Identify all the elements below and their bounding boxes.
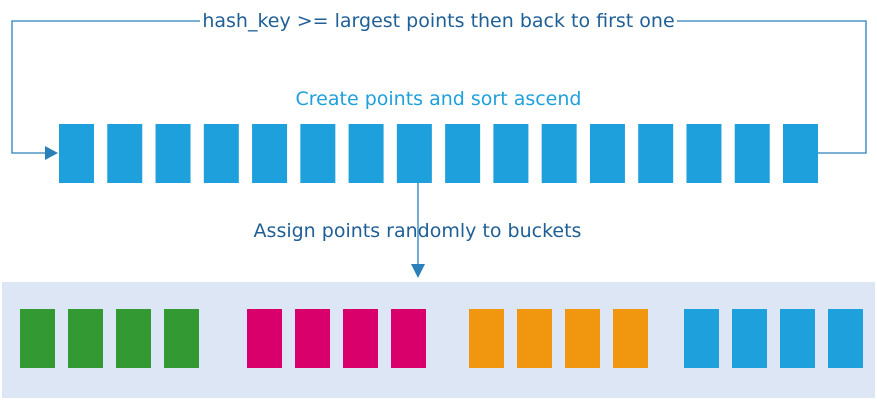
point-block	[686, 124, 722, 183]
point-block	[734, 124, 770, 183]
point-block	[396, 124, 432, 183]
point-block	[203, 124, 239, 183]
bucket-4-point	[684, 309, 719, 368]
wrap-back-arrowhead	[45, 146, 58, 160]
bucket-2-point	[391, 309, 426, 368]
point-block	[638, 124, 674, 183]
point-block	[107, 124, 143, 183]
point-block	[59, 124, 94, 183]
bucket-2-point	[247, 309, 282, 368]
bucket-3-point	[613, 309, 648, 368]
point-block	[155, 124, 191, 183]
point-block	[445, 124, 481, 183]
bucket-4-point	[828, 309, 863, 368]
bucket-2-point	[295, 309, 330, 368]
bucket-1-point	[68, 309, 103, 368]
bucket-1-point	[164, 309, 199, 368]
bucket-2-point	[343, 309, 378, 368]
bucket-4-point	[780, 309, 815, 368]
point-block	[493, 124, 529, 183]
bucket-3-point	[469, 309, 504, 368]
bucket-3-point	[517, 309, 552, 368]
wrap-back-label: hash_key >= largest points then back to …	[0, 10, 877, 32]
bucket-3-point	[565, 309, 600, 368]
point-block	[589, 124, 625, 183]
bucket-1-point	[116, 309, 151, 368]
point-block	[300, 124, 336, 183]
buckets-row	[20, 309, 863, 368]
point-block	[783, 124, 818, 183]
bucket-1-point	[20, 309, 55, 368]
assign-arrowhead	[411, 264, 425, 278]
create-sort-label: Create points and sort ascend	[295, 88, 582, 110]
assign-label: Assign points randomly to buckets	[253, 220, 582, 242]
sorted-points-row	[59, 124, 818, 183]
point-block	[348, 124, 384, 183]
wrap-back-label-text: hash_key >= largest points then back to …	[200, 10, 677, 32]
point-block	[252, 124, 288, 183]
bucket-4-point	[732, 309, 767, 368]
point-block	[541, 124, 577, 183]
